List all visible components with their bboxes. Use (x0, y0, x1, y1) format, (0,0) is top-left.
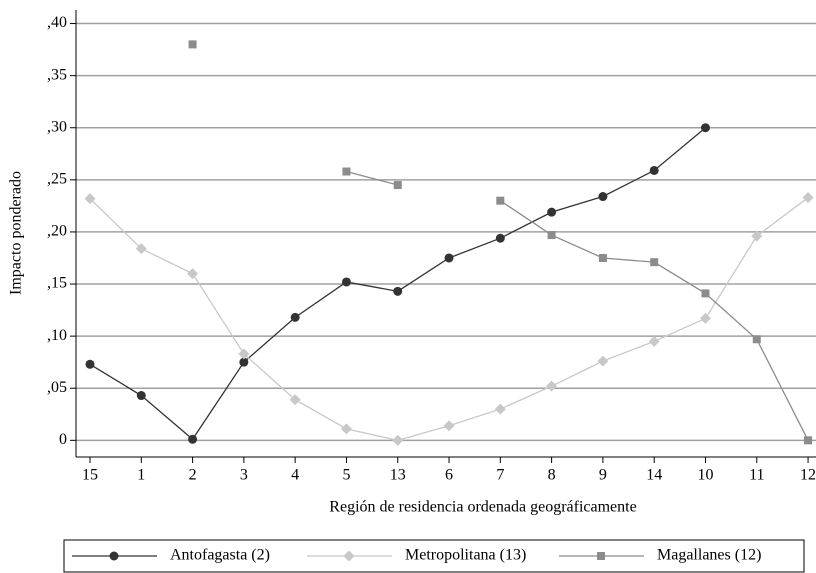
series-line (89, 197, 809, 441)
point (136, 391, 146, 401)
point (495, 233, 505, 243)
point (289, 394, 301, 406)
x-tick-label: 3 (240, 467, 248, 484)
x-tick-label: 8 (548, 467, 556, 484)
y-tick-label: 0 (59, 431, 67, 448)
point (392, 434, 404, 446)
point (135, 243, 147, 255)
point (239, 357, 249, 367)
point (188, 434, 198, 444)
point (188, 40, 197, 49)
legend-label: Magallanes (12) (657, 547, 761, 564)
y-tick-label: ,35 (47, 66, 67, 83)
point (802, 192, 814, 204)
point (751, 230, 763, 242)
point (85, 359, 95, 369)
x-tick-label: 9 (599, 467, 607, 484)
legend-label: Metropolitana (13) (405, 547, 526, 564)
x-tick-label: 11 (749, 467, 764, 484)
x-tick-label: 1 (137, 467, 145, 484)
point (649, 165, 659, 175)
point (699, 312, 711, 324)
x-tick-label: 4 (291, 467, 299, 484)
y-tick-label: ,05 (47, 379, 67, 396)
point (496, 196, 505, 205)
legend-marker (109, 551, 119, 561)
x-tick-label: 10 (697, 467, 713, 484)
x-tick-label: 15 (82, 467, 98, 484)
point (393, 286, 403, 296)
point (341, 277, 351, 287)
y-tick-label: ,30 (47, 118, 67, 135)
point (701, 289, 710, 298)
point (804, 436, 813, 445)
x-axis-label: Región de residencia ordenada geográfica… (329, 499, 636, 516)
point (598, 192, 608, 202)
y-tick-label: ,20 (47, 223, 67, 240)
point (342, 167, 351, 176)
series-line (346, 170, 809, 441)
point (84, 193, 96, 205)
x-tick-label: 5 (342, 467, 350, 484)
x-tick-label: 7 (496, 467, 504, 484)
point (187, 268, 199, 280)
x-tick-label: 12 (800, 467, 816, 484)
legend-marker (343, 550, 355, 562)
legend-label: Antofagasta (2) (170, 547, 270, 564)
x-tick-label: 6 (445, 467, 453, 484)
y-tick-label: ,15 (47, 275, 67, 292)
legend-box (63, 539, 805, 573)
point (340, 423, 352, 435)
point (238, 348, 250, 360)
point (290, 312, 300, 322)
y-tick-label: ,10 (47, 327, 67, 344)
x-tick-label: 13 (390, 467, 406, 484)
point (598, 253, 607, 262)
point (648, 335, 660, 347)
y-tick-label: ,25 (47, 171, 67, 188)
y-axis-label: Impacto ponderado (8, 171, 25, 295)
point (494, 403, 506, 415)
point (547, 231, 556, 240)
point (443, 420, 455, 432)
point (444, 253, 454, 263)
legend-marker (597, 552, 605, 560)
x-tick-label: 2 (189, 467, 197, 484)
point (700, 123, 710, 133)
point (393, 181, 402, 190)
point (547, 207, 557, 217)
point (752, 335, 761, 344)
y-tick-label: ,40 (47, 14, 67, 31)
point (650, 258, 659, 267)
point (597, 355, 609, 367)
point (546, 380, 558, 392)
x-tick-label: 14 (646, 467, 662, 484)
